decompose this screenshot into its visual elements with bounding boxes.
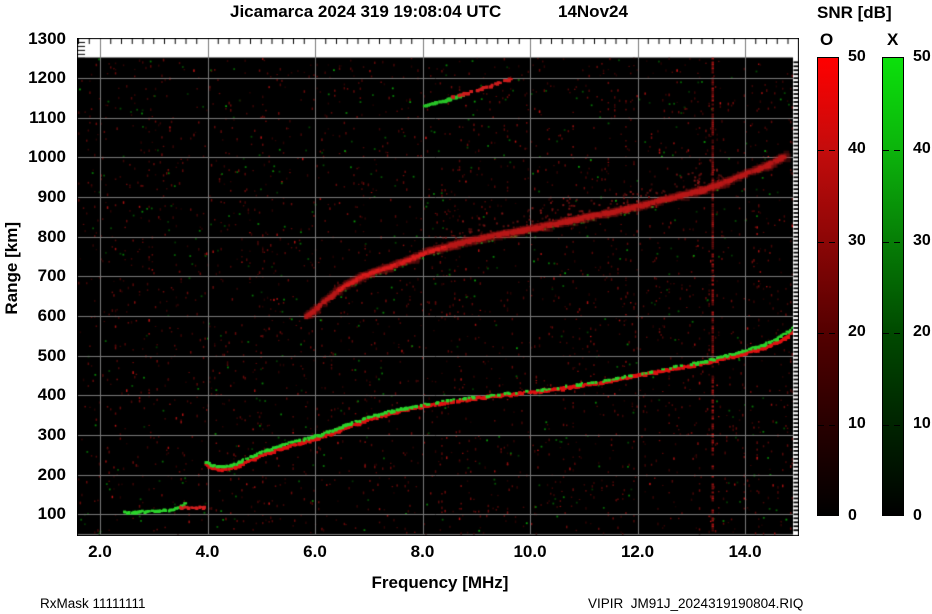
x-axis-title: Frequency [MHz] — [371, 573, 509, 592]
y-tick-label: 700 — [37, 266, 66, 286]
snr-x-tick-label: 10 — [913, 415, 931, 433]
colorbar-title: SNR [dB] — [817, 3, 892, 22]
colorbar-tick-dash — [818, 149, 838, 151]
colorbar-tick-dash — [818, 241, 838, 243]
colorbar-tick-dash — [883, 333, 903, 335]
colorbar-tick-dash — [818, 333, 838, 335]
y-tick-label: 800 — [37, 226, 66, 246]
x-tick-label: 8.0 — [410, 542, 435, 561]
colorbar-o-label: O — [820, 30, 834, 49]
y-tick-label: 200 — [37, 464, 66, 484]
y-tick-label: 900 — [37, 187, 66, 207]
y-tick-label: 300 — [37, 425, 66, 445]
snr-o-tick-label: 20 — [848, 323, 866, 341]
snr-o-tick-label: 10 — [848, 415, 866, 433]
page-title: Jicamarca 2024 319 19:08:04 UTC — [230, 2, 502, 21]
x-mode-colorbar — [882, 57, 904, 516]
colorbar-tick-dash — [818, 425, 838, 427]
colorbar-x-label: X — [887, 30, 899, 49]
x-tick-label: 12.0 — [620, 542, 655, 561]
x-tick-label: 2.0 — [88, 542, 112, 561]
snr-x-tick-label: 50 — [913, 48, 931, 65]
x-tick-label: 6.0 — [303, 542, 327, 561]
y-tick-label: 400 — [37, 385, 66, 405]
y-axis-title: Range [km] — [2, 222, 22, 352]
snr-o-tick-label: 0 — [848, 507, 857, 524]
y-tick-label: 1300 — [28, 28, 66, 48]
colorbar-tick-dash — [883, 149, 903, 151]
y-tick-label: 100 — [37, 504, 66, 524]
x-tick-label: 4.0 — [195, 542, 220, 561]
y-tick-label: 1000 — [28, 147, 66, 167]
y-tick-label: 1200 — [28, 68, 66, 88]
page-date: 14Nov24 — [558, 2, 628, 21]
o-mode-colorbar — [817, 57, 839, 516]
snr-o-tick-label: 40 — [848, 139, 866, 157]
y-tick-label: 600 — [37, 306, 66, 326]
colorbar-tick-dash — [883, 425, 903, 427]
snr-x-tick-label: 20 — [913, 323, 931, 341]
y-axis-title-text: Range [km] — [2, 222, 21, 315]
snr-x-tick-label: 40 — [913, 139, 931, 157]
snr-x-tick-label: 0 — [913, 507, 922, 524]
snr-x-tick-label: 30 — [913, 231, 931, 249]
colorbar-tick-dash — [883, 241, 903, 243]
rxmask-status: RxMask 11111111 — [40, 596, 146, 611]
ionogram-canvas — [77, 38, 799, 536]
x-tick-label: 14.0 — [728, 542, 762, 561]
snr-o-tick-label: 30 — [848, 231, 866, 249]
x-tick-label: 10.0 — [513, 542, 547, 561]
data-file-name: VIPIR JM91J_2024319190804.RIQ — [588, 596, 804, 611]
snr-o-tick-label: 50 — [848, 48, 866, 65]
y-tick-label: 1100 — [29, 107, 66, 127]
y-tick-label: 500 — [37, 345, 66, 365]
